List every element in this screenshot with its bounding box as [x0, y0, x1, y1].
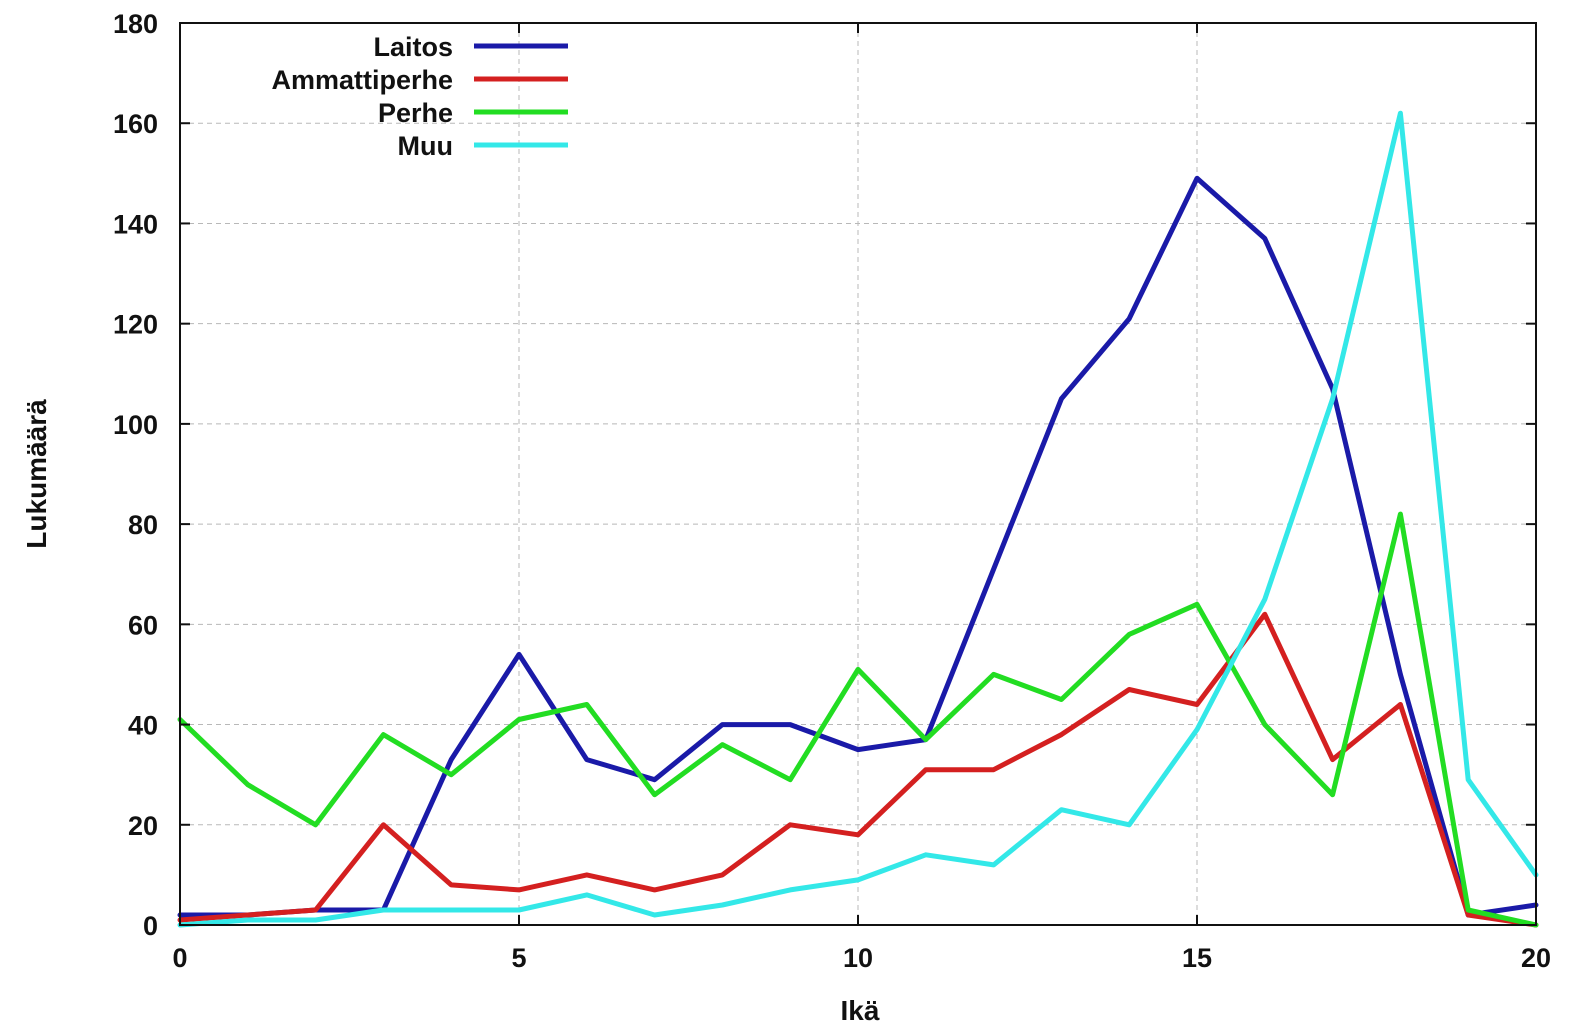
x-tick-label: 10 [843, 943, 873, 973]
y-tick-label: 0 [143, 911, 158, 941]
x-tick-label: 15 [1182, 943, 1212, 973]
legend-label-muu: Muu [398, 131, 453, 161]
series-line-perhe [177, 511, 1539, 928]
y-tick-label: 120 [113, 310, 158, 340]
y-tick-label: 80 [128, 510, 158, 540]
legend-label-laitos: Laitos [373, 32, 453, 62]
y-tick-label: 160 [113, 109, 158, 139]
series-line-ammattiperhe [177, 611, 1539, 928]
y-tick-label: 140 [113, 209, 158, 239]
y-tick-label: 20 [128, 811, 158, 841]
series-line-laitos [177, 175, 1539, 918]
x-tick-label: 20 [1521, 943, 1551, 973]
y-tick-label: 60 [128, 610, 158, 640]
y-tick-label: 180 [113, 9, 158, 39]
y-axis-title: Lukumäärä [21, 399, 52, 549]
legend-label-ammattiperhe: Ammattiperhe [271, 65, 453, 95]
grid-lines [180, 23, 1536, 925]
y-tick-label: 100 [113, 410, 158, 440]
legend-label-perhe: Perhe [378, 98, 453, 128]
y-tick-label: 40 [128, 711, 158, 741]
series-lines [177, 110, 1539, 928]
x-tick-label: 0 [172, 943, 187, 973]
x-tick-label: 5 [511, 943, 526, 973]
series-line-muu [177, 110, 1539, 928]
axis-ticks: 0 5 10 15 20 0 20 40 60 80 100 120 140 160 180 [113, 9, 1551, 973]
x-axis-title: Ikä [841, 995, 880, 1026]
